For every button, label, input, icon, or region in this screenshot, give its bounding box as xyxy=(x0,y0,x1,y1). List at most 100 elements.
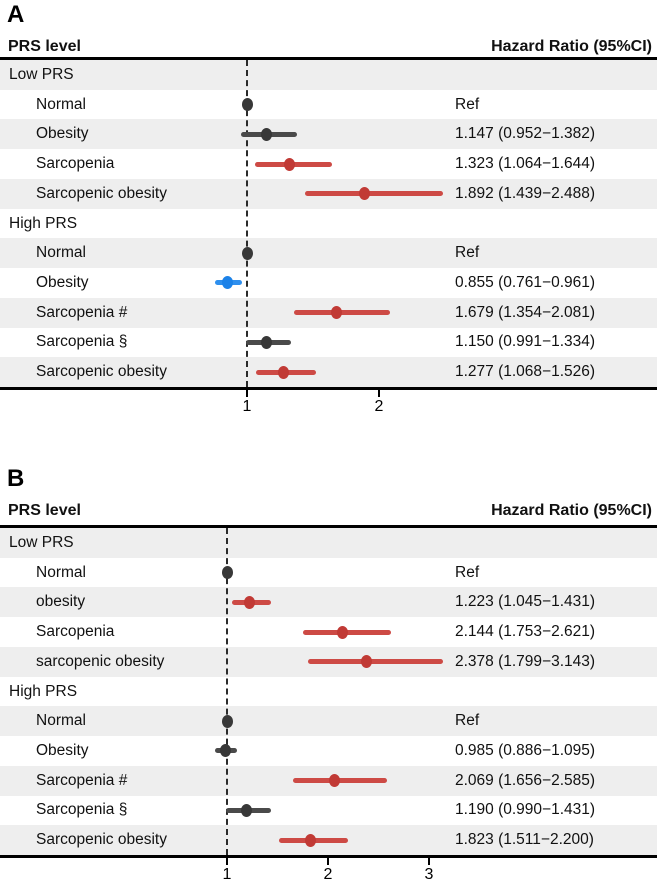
hr-ci-value: 1.823 (1.511−2.200) xyxy=(455,831,594,849)
panel-b-column-headers: PRS level Hazard Ratio (95%CI) xyxy=(0,496,657,520)
point-estimate xyxy=(241,98,253,112)
column-header-hazard-ratio: Hazard Ratio (95%CI) xyxy=(491,502,652,519)
axis-tick xyxy=(327,858,329,865)
panel-a-rows: Low PRS Normal Ref Obesity 1.147 (0.952−1.38… xyxy=(0,57,657,390)
forest-row: High PRS xyxy=(0,209,657,239)
axis-tick xyxy=(378,390,380,397)
point-estimate xyxy=(222,276,234,290)
axis-tick-label: 1 xyxy=(242,398,252,415)
axis-tick-label: 2 xyxy=(374,398,384,415)
row-label: Low PRS xyxy=(9,65,74,83)
row-label: Normal xyxy=(36,244,86,262)
row-label: Obesity xyxy=(36,742,89,759)
axis-tick-label: 3 xyxy=(424,866,434,883)
row-label: Sarcopenic obesity xyxy=(36,831,167,849)
hr-ci-value: 1.223 (1.045−1.431) xyxy=(455,593,596,611)
hr-ci-value: 2.378 (1.799−3.143) xyxy=(455,652,596,670)
forest-row: High PRS xyxy=(0,677,657,707)
panel-a: A PRS level Hazard Ratio (95%CI) Low PRS… xyxy=(0,0,657,430)
hr-ci-value: 1.323 (1.064−1.644) xyxy=(455,155,596,173)
forest-row: Normal Ref xyxy=(0,90,657,120)
forest-row: Sarcopenia § 1.190 (0.990−1.431) xyxy=(0,796,657,826)
forest-row: Sarcopenia 1.323 (1.064−1.644) xyxy=(0,149,657,179)
hr-ci-value: 1.147 (0.952−1.382) xyxy=(455,125,596,143)
hr-ci-value: 0.855 (0.761−0.961) xyxy=(455,274,596,291)
row-label: Obesity xyxy=(36,125,89,143)
panel-a-column-headers: PRS level Hazard Ratio (95%CI) xyxy=(0,32,657,56)
row-label: obesity xyxy=(36,593,86,611)
panel-a-label: A xyxy=(7,1,25,28)
forest-row: Normal Ref xyxy=(0,238,657,269)
hr-ci-value: 2.144 (1.753−2.621) xyxy=(455,623,596,641)
hr-ci-value: 1.892 (1.439−2.488) xyxy=(455,184,596,202)
point-estimate xyxy=(360,655,372,669)
column-header-hazard-ratio: Hazard Ratio (95%CI) xyxy=(491,38,652,55)
row-label: Normal xyxy=(36,563,86,581)
forest-row: Sarcopenia § 1.150 (0.991−1.334) xyxy=(0,328,657,358)
point-estimate xyxy=(304,833,316,847)
axis-tick-label: 2 xyxy=(323,866,333,883)
row-label: sarcopenic obesity xyxy=(36,652,165,670)
point-estimate xyxy=(278,365,290,379)
point-estimate xyxy=(337,625,349,639)
hr-ci-value: 1.150 (0.991−1.334) xyxy=(455,333,596,351)
forest-row: Low PRS xyxy=(0,60,657,90)
forest-row: Sarcopenia 2.144 (1.753−2.621) xyxy=(0,617,657,647)
panel-b-label: B xyxy=(7,465,25,492)
point-estimate xyxy=(219,744,231,758)
row-label: Sarcopenic obesity xyxy=(36,363,167,381)
forest-row: Sarcopenia # 1.679 (1.354−2.081) xyxy=(0,297,657,328)
axis-tick xyxy=(226,858,228,865)
forest-row: Normal Ref xyxy=(0,706,657,737)
reference-line xyxy=(246,60,248,387)
column-header-prs-level: PRS level xyxy=(8,502,81,519)
axis-tick xyxy=(428,858,430,865)
hr-ci-value: Ref xyxy=(455,712,480,730)
point-estimate xyxy=(244,595,256,609)
point-estimate xyxy=(359,187,371,201)
hr-ci-value: Ref xyxy=(455,95,480,113)
point-estimate xyxy=(331,306,343,320)
forest-row: obesity 1.223 (1.045−1.431) xyxy=(0,587,657,618)
point-estimate xyxy=(260,127,272,141)
point-estimate xyxy=(329,774,341,788)
point-estimate xyxy=(241,246,253,260)
ci-line xyxy=(304,191,444,197)
forest-row: Sarcopenic obesity 1.277 (1.068−1.526) xyxy=(0,357,657,388)
hr-ci-value: 1.190 (0.990−1.431) xyxy=(455,801,596,819)
panel-b-rows: Low PRS Normal Ref obesity 1.223 (1.045−1.43… xyxy=(0,525,657,858)
reference-line xyxy=(226,528,228,855)
row-label: Normal xyxy=(36,95,86,113)
row-label: Sarcopenia # xyxy=(36,771,128,789)
row-label: Obesity xyxy=(36,274,89,291)
hr-ci-value: 0.985 (0.886−1.095) xyxy=(455,742,596,759)
row-label: Sarcopenia xyxy=(36,623,115,641)
row-label: Sarcopenia § xyxy=(36,333,128,351)
row-label: Low PRS xyxy=(9,533,74,551)
forest-row: Low PRS xyxy=(0,528,657,558)
axis-tick xyxy=(246,390,248,397)
row-label: High PRS xyxy=(9,682,78,700)
forest-row: Obesity 1.147 (0.952−1.382) xyxy=(0,119,657,150)
forest-row: Obesity 0.855 (0.761−0.961) xyxy=(0,268,657,298)
row-label: Sarcopenic obesity xyxy=(36,184,167,202)
point-estimate xyxy=(284,157,296,171)
hr-ci-value: Ref xyxy=(455,563,480,581)
row-label: Sarcopenia xyxy=(36,155,115,173)
row-label: Sarcopenia # xyxy=(36,303,128,321)
hr-ci-value: 2.069 (1.656−2.585) xyxy=(455,771,596,789)
hr-ci-value: 1.679 (1.354−2.081) xyxy=(455,303,596,321)
hr-ci-value: Ref xyxy=(455,244,480,262)
ci-line xyxy=(307,659,444,665)
column-header-prs-level: PRS level xyxy=(8,38,81,55)
forest-row: Obesity 0.985 (0.886−1.095) xyxy=(0,736,657,766)
row-label: High PRS xyxy=(9,214,78,232)
forest-row: Normal Ref xyxy=(0,558,657,588)
point-estimate xyxy=(221,714,233,728)
point-estimate xyxy=(221,566,233,580)
point-estimate xyxy=(240,803,252,817)
point-estimate xyxy=(261,335,273,349)
